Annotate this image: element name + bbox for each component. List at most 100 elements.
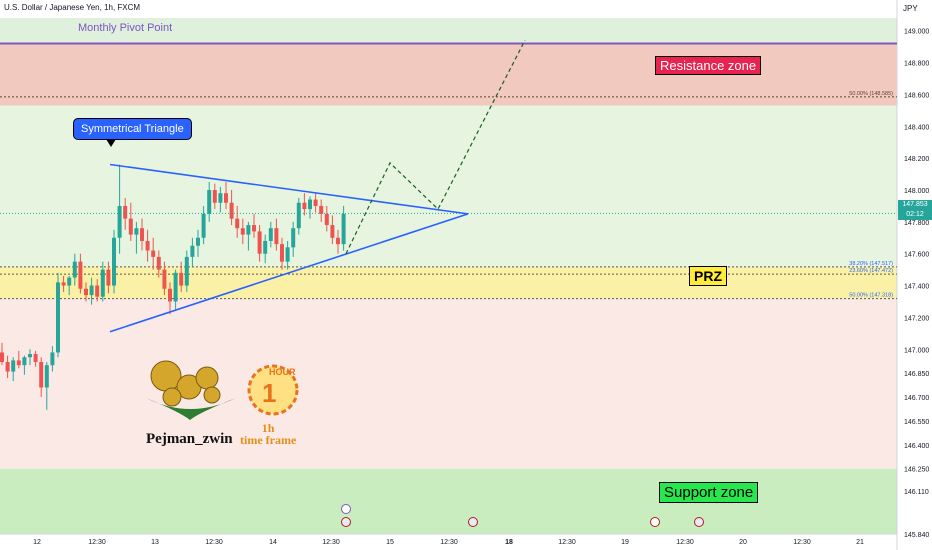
hour-badge-text: HOUR	[269, 367, 296, 377]
coin-icon	[162, 387, 182, 407]
candle-body	[268, 228, 273, 241]
candle-body	[106, 269, 111, 286]
event-icon	[468, 517, 478, 527]
triangle-upper-line	[109, 163, 469, 215]
event-icon	[341, 504, 351, 514]
candle-body	[162, 269, 167, 289]
date-tick-label: 15	[386, 539, 394, 546]
candle-body	[179, 272, 184, 286]
price-tick-label: 147.000	[904, 347, 929, 354]
candle-body	[89, 285, 94, 296]
candle-body	[173, 272, 178, 302]
fib-level-label: 50.00% (147.318)	[849, 293, 893, 299]
candle-body	[11, 360, 16, 372]
event-icon	[341, 517, 351, 527]
symbol-title: U.S. Dollar / Japanese Yen, 1h, FXCM	[4, 3, 141, 12]
price-tick-label: 148.400	[904, 124, 929, 131]
candle-body	[184, 256, 189, 286]
candle-body	[16, 360, 21, 366]
candle-body	[33, 354, 38, 362]
date-tick-label: 12:30	[558, 539, 576, 546]
price-tick-label: 147.800	[904, 220, 929, 227]
title-bar-background	[0, 0, 897, 18]
candle-body	[151, 250, 156, 257]
triangle-callout: Symmetrical Triangle	[73, 118, 192, 147]
coin-icon	[203, 386, 221, 404]
candle-body	[224, 193, 228, 203]
candle-body	[285, 247, 290, 262]
candle-body	[123, 205, 128, 219]
candle-body	[330, 225, 335, 238]
candle-body	[67, 277, 72, 286]
candle-body	[0, 352, 4, 362]
candle-body	[44, 365, 49, 388]
candle-countdown: 02:12	[906, 211, 924, 218]
date-tick-label: 12:30	[440, 539, 458, 546]
candle-body	[235, 218, 240, 229]
price-tick-label: 146.400	[904, 443, 929, 450]
candle-body	[336, 237, 340, 245]
candle-body	[190, 245, 195, 257]
date-tick-label: 20	[739, 539, 747, 546]
currency-label: JPY	[903, 4, 918, 13]
price-tick-label: 146.110	[904, 489, 929, 496]
event-icon	[650, 517, 660, 527]
candle-body	[140, 228, 144, 241]
candle-body	[22, 357, 27, 366]
price-tick-label: 146.850	[904, 371, 929, 378]
projection-path	[345, 40, 526, 254]
lower-background	[0, 298, 897, 469]
candle-body	[229, 202, 234, 219]
timeframe-line2: time frame	[240, 433, 297, 447]
candle-body	[302, 202, 307, 210]
candle-body	[252, 225, 256, 232]
hour-clock-icon	[247, 364, 299, 416]
candle-body	[112, 237, 116, 286]
date-tick-label: 12:30	[322, 539, 340, 546]
candle-body	[296, 202, 301, 229]
candle-body	[145, 240, 150, 251]
price-tick-label: 148.000	[904, 188, 929, 195]
candle-body	[168, 288, 172, 302]
price-tick-label: 145.840	[904, 532, 929, 539]
price-tick-label: 146.250	[904, 467, 929, 474]
upper-background	[0, 18, 897, 44]
candle-body	[291, 228, 296, 248]
timeframe-line1: 1h	[261, 421, 275, 435]
candle-body	[313, 199, 318, 206]
coin-icon	[150, 360, 182, 392]
resistance-zone-label: Resistance zone	[655, 56, 762, 75]
price-tick-label: 147.400	[904, 284, 929, 291]
candle-body	[196, 237, 200, 246]
candle-body	[39, 362, 44, 388]
candle-body	[50, 352, 55, 366]
price-axis-background	[897, 0, 932, 550]
date-tick-label: 18	[505, 539, 513, 546]
price-tick-label: 146.550	[904, 419, 929, 426]
price-tick-label: 147.200	[904, 315, 929, 322]
price-tick-label: 147.600	[904, 252, 929, 259]
author-name: Pejman_zwin	[146, 431, 233, 447]
date-tick-label: 21	[856, 539, 864, 546]
price-tick-label: 148.800	[904, 61, 929, 68]
candle-body	[218, 193, 223, 203]
candle-body	[100, 269, 105, 297]
candle-body	[274, 228, 279, 245]
pivot-label: Monthly Pivot Point	[78, 22, 173, 34]
prz-zone	[0, 266, 897, 299]
hour-digit: 1	[262, 378, 276, 408]
fib-level-label: 38.20% (147.517)	[849, 261, 893, 267]
timeframe-label: 1h time frame	[240, 422, 296, 446]
resistance-zone	[0, 43, 897, 106]
triangle-lower-line	[109, 213, 469, 333]
price-tick-label: 148.200	[904, 156, 929, 163]
date-tick-label: 12:30	[676, 539, 694, 546]
candle-body	[56, 282, 60, 353]
candle-body	[84, 288, 88, 296]
candle-body	[128, 218, 133, 235]
date-tick-label: 19	[621, 539, 629, 546]
candle-body	[61, 282, 66, 286]
price-tick-label: 148.600	[904, 92, 929, 99]
